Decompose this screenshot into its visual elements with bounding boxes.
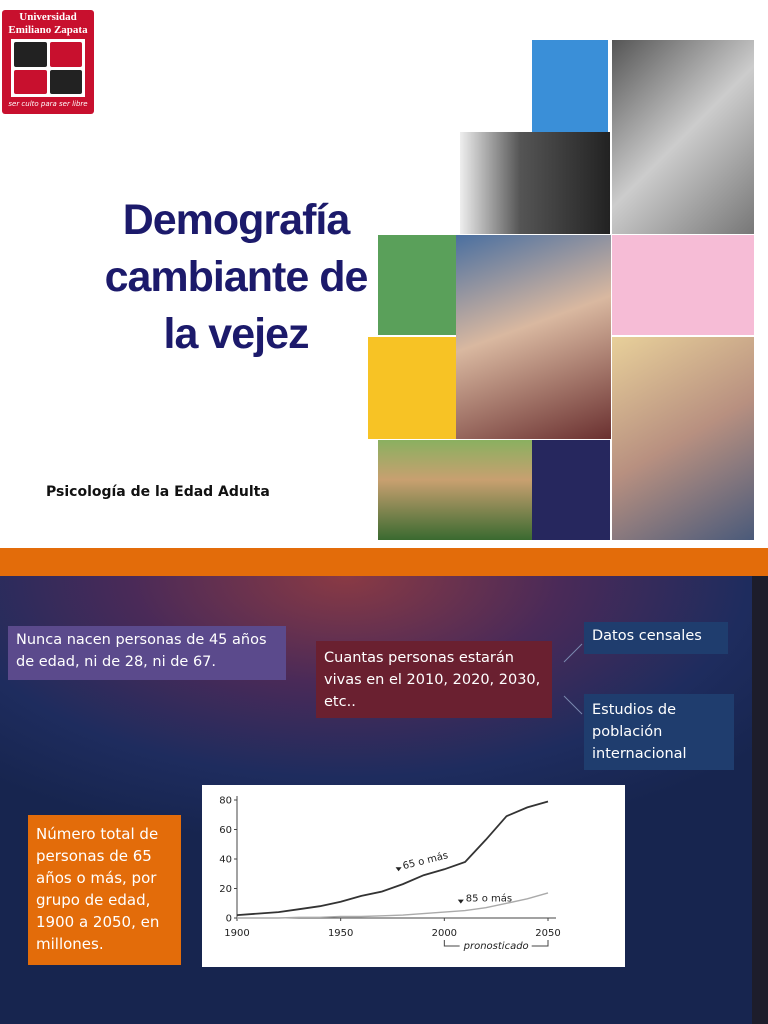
text-box: Estudios de población internacional	[584, 694, 734, 770]
logo-icons	[11, 39, 85, 97]
annotation-bg	[459, 941, 532, 952]
logo-motto: ser culto para ser libre	[8, 100, 88, 108]
title-line: cambiante de	[104, 253, 369, 301]
y-tick-label: 40	[219, 855, 232, 866]
series-line	[236, 800, 549, 916]
connector	[563, 643, 583, 663]
photo	[378, 440, 532, 540]
x-tick-label: 1950	[328, 928, 353, 939]
title: Demografía cambiante de la vejez	[96, 192, 376, 363]
text-box: Número total de personas de 65 años o má…	[28, 815, 181, 965]
y-tick-label: 0	[226, 914, 232, 925]
photo	[460, 132, 610, 234]
photo	[612, 337, 754, 540]
text-box: Cuantas personas estarán vivas en el 201…	[316, 641, 552, 718]
logo-name: Emiliano Zapata	[8, 24, 88, 36]
label-arrow	[395, 867, 402, 872]
x-tick-label: 1900	[224, 928, 249, 939]
text-box: Nunca nacen personas de 45 años de edad,…	[8, 626, 286, 680]
subtitle: Psicología de la Edad Adulta	[46, 484, 270, 500]
tile	[532, 440, 610, 540]
title-line: la vejez	[163, 310, 310, 358]
title-line: Demografía	[122, 196, 351, 244]
photo	[612, 40, 754, 234]
y-tick-label: 80	[219, 796, 232, 807]
x-tick-label: 2000	[432, 928, 457, 939]
logo: Universidad Emiliano Zapata ser culto pa…	[2, 10, 94, 114]
series-line	[237, 892, 549, 919]
tile	[532, 40, 608, 132]
series-label: 85 o más	[466, 893, 512, 905]
logo-name: Universidad	[19, 11, 77, 23]
chart-background	[202, 785, 625, 967]
text-box: Datos censales	[584, 622, 728, 654]
photo	[456, 235, 611, 439]
connector	[563, 695, 583, 715]
edge-strip	[752, 576, 768, 1024]
tile	[378, 235, 456, 335]
x-tick-label: 2050	[535, 928, 560, 939]
connectors	[563, 643, 583, 715]
y-tick-label: 60	[219, 825, 232, 836]
label-arrow	[457, 899, 464, 904]
divider	[0, 548, 768, 576]
tile	[368, 337, 456, 439]
annotation: pronosticado	[463, 941, 529, 952]
tile	[612, 235, 754, 335]
y-tick-label: 20	[219, 884, 232, 895]
